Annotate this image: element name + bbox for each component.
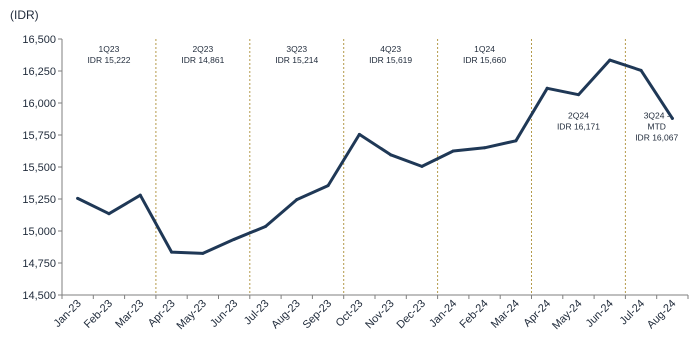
annotation-line: IDR 15,222 xyxy=(87,55,130,65)
y-tick-label: 15,500 xyxy=(22,162,56,174)
annotation-line: IDR 15,619 xyxy=(369,55,412,65)
data-point xyxy=(451,149,455,153)
y-tick-label: 14,500 xyxy=(22,290,56,302)
y-tick-label: 16,500 xyxy=(22,34,56,46)
data-point xyxy=(576,93,580,97)
data-point xyxy=(201,251,205,255)
annotation-line: 2Q24 xyxy=(568,110,589,120)
data-point xyxy=(514,139,518,143)
y-tick-label: 14,750 xyxy=(22,258,56,270)
x-tick-label: Jun-23 xyxy=(208,298,240,330)
data-point xyxy=(545,86,549,90)
annotation-line: IDR 16,171 xyxy=(557,121,600,131)
y-tick-label: 15,250 xyxy=(22,194,56,206)
data-point xyxy=(76,196,80,200)
y-tick-label: 16,000 xyxy=(22,98,56,110)
x-tick-label: Apr-23 xyxy=(146,298,178,330)
x-tick-label: Aug-23 xyxy=(269,298,303,332)
data-point xyxy=(326,184,330,188)
x-tick-label: May-24 xyxy=(550,298,584,332)
quarter-annotation: 1Q23 IDR 15,222 xyxy=(87,44,130,65)
x-tick-label: Mar-23 xyxy=(113,298,146,331)
data-point xyxy=(232,237,236,241)
annotation-line: 4Q23 xyxy=(380,44,401,54)
quarter-annotation: 4Q23 IDR 15,619 xyxy=(369,44,412,65)
x-tick-label: Sep-23 xyxy=(301,298,335,332)
x-tick-label: Jun-24 xyxy=(584,298,616,330)
data-point xyxy=(608,58,612,62)
annotation-line: 3Q23 xyxy=(286,44,307,54)
data-point xyxy=(357,132,361,136)
annotation-line: IDR 15,214 xyxy=(275,55,318,65)
series-line-idr xyxy=(76,58,674,255)
x-tick-label: Feb-24 xyxy=(458,298,491,331)
data-point xyxy=(263,225,267,229)
quarter-annotation: 3Q23 IDR 15,214 xyxy=(275,44,318,65)
annotation-line: IDR 16,067 xyxy=(635,132,678,142)
data-point xyxy=(483,146,487,150)
x-tick-label: Jul-24 xyxy=(617,298,647,328)
quarter-annotation: 3Q24 -MTD IDR 16,067 xyxy=(635,110,678,142)
y-axis: 14,500 14,750 15,000 15,250 15,500 15,750 16,0… xyxy=(22,34,63,302)
quarter-annotation: 2Q24 IDR 16,171 xyxy=(557,110,600,131)
x-tick-label: Aug-24 xyxy=(645,298,679,332)
quarter-annotation: 2Q23 IDR 14,861 xyxy=(181,44,224,65)
quarter-dividers xyxy=(155,39,626,295)
data-point xyxy=(138,193,142,197)
y-tick-label: 15,000 xyxy=(22,226,56,238)
annotation-line: 2Q23 xyxy=(192,44,213,54)
series-layer xyxy=(76,58,674,255)
x-tick-label: Oct-23 xyxy=(334,298,366,330)
data-point xyxy=(639,68,643,72)
data-point xyxy=(170,250,174,254)
data-point xyxy=(107,212,111,216)
annotation-line: 1Q23 xyxy=(99,44,120,54)
x-tick-label: Mar-24 xyxy=(489,298,522,331)
x-tick-label: Apr-24 xyxy=(521,298,553,330)
annotation-line: MTD xyxy=(647,121,665,131)
data-point xyxy=(295,198,299,202)
x-tick-label: Dec-23 xyxy=(395,298,429,332)
x-tick-label: Jan-23 xyxy=(51,298,83,330)
annotation-line: IDR 15,660 xyxy=(463,55,506,65)
x-tick-label: Feb-23 xyxy=(82,298,115,331)
annotation-line: 3Q24 - xyxy=(644,110,670,120)
x-tick-label: Jul-23 xyxy=(242,298,272,328)
x-tick-label: Jan-24 xyxy=(427,298,459,330)
y-axis-unit-label: (IDR) xyxy=(10,8,39,22)
data-point xyxy=(389,153,393,157)
quarter-annotation: 1Q24 IDR 15,660 xyxy=(463,44,506,65)
data-point xyxy=(420,164,424,168)
data-point xyxy=(670,116,674,120)
x-tick-label: Nov-23 xyxy=(363,298,397,332)
annotation-line: 1Q24 xyxy=(474,44,495,54)
annotation-line: IDR 14,861 xyxy=(181,55,224,65)
x-tick-label: May-23 xyxy=(175,298,209,332)
y-tick-label: 16,250 xyxy=(22,66,56,78)
y-tick-label: 15,750 xyxy=(22,130,56,142)
